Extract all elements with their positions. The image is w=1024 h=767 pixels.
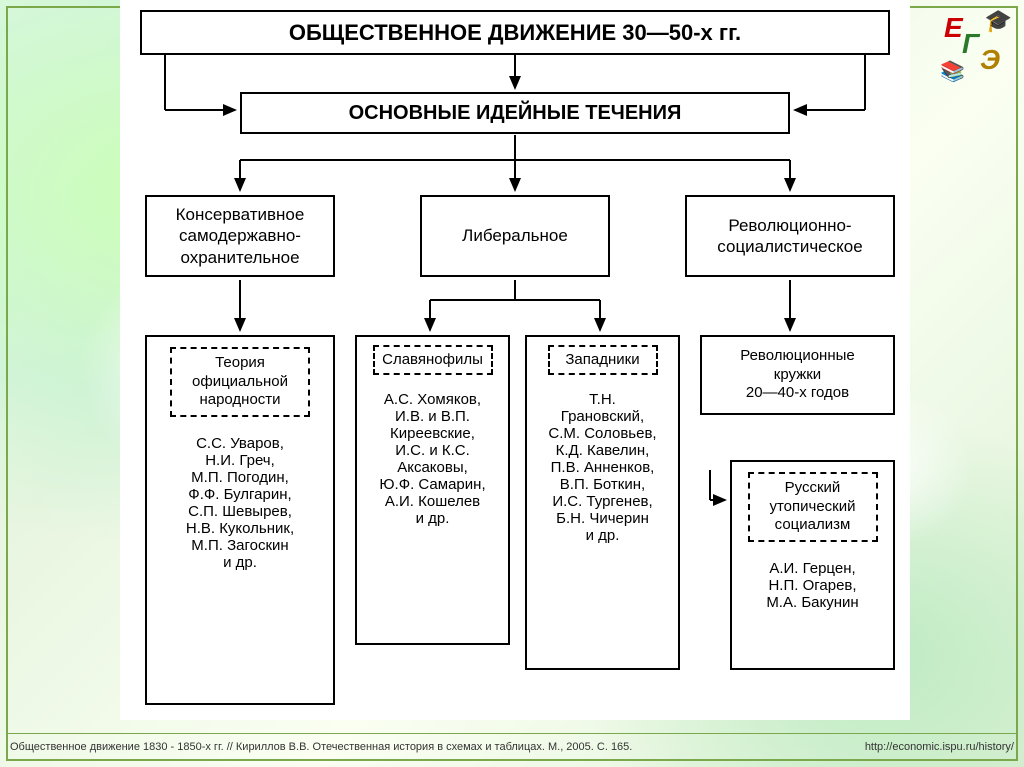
node-liberal: Либеральное bbox=[420, 195, 610, 277]
col-westernizers: Западники Т.Н. Грановский, С.М. Соловьев… bbox=[525, 335, 680, 670]
names-slavophiles: А.С. Хомяков, И.В. и В.П. Киреевские, И.… bbox=[365, 391, 500, 527]
node-slavophiles: Славянофилы bbox=[373, 345, 493, 375]
node-conservative: Консервативное самодержавно- охранительн… bbox=[145, 195, 335, 277]
names-conservative: С.С. Уваров, Н.И. Греч, М.П. Погодин, Ф.… bbox=[155, 435, 325, 571]
node-utopian: Русский утопический социализм bbox=[748, 472, 878, 542]
col-slavophiles: Славянофилы А.С. Хомяков, И.В. и В.П. Ки… bbox=[355, 335, 510, 645]
node-sub-title: ОСНОВНЫЕ ИДЕЙНЫЕ ТЕЧЕНИЯ bbox=[240, 92, 790, 134]
node-westernizers: Западники bbox=[548, 345, 658, 375]
node-revolutionary: Революционно- социалистическое bbox=[685, 195, 895, 277]
caption-bar: Общественное движение 1830 - 1850-х гг. … bbox=[8, 733, 1016, 759]
node-main-title: ОБЩЕСТВЕННОЕ ДВИЖЕНИЕ 30—50-х гг. bbox=[140, 10, 890, 55]
node-official-theory: Теория официальной народности bbox=[170, 347, 310, 417]
col-utopian: Русский утопический социализм А.И. Герце… bbox=[730, 460, 895, 670]
caption-right: http://economic.ispu.ru/history/ bbox=[865, 741, 1014, 753]
names-utopian: А.И. Герцен, Н.П. Огарев, М.А. Бакунин bbox=[740, 560, 885, 611]
node-circles: Революционные кружки 20—40-х годов bbox=[700, 335, 895, 415]
names-westernizers: Т.Н. Грановский, С.М. Соловьев, К.Д. Кав… bbox=[535, 391, 670, 544]
books-icon: 📚 bbox=[940, 59, 965, 84]
ege-logo: 🎓 Е Г Э 📚 bbox=[936, 10, 1014, 88]
caption-left: Общественное движение 1830 - 1850-х гг. … bbox=[10, 741, 632, 753]
col-conservative: Теория официальной народности С.С. Уваро… bbox=[145, 335, 335, 705]
cap-icon: 🎓 bbox=[985, 8, 1012, 34]
diagram-container: ОБЩЕСТВЕННОЕ ДВИЖЕНИЕ 30—50-х гг. ОСНОВН… bbox=[120, 0, 910, 720]
